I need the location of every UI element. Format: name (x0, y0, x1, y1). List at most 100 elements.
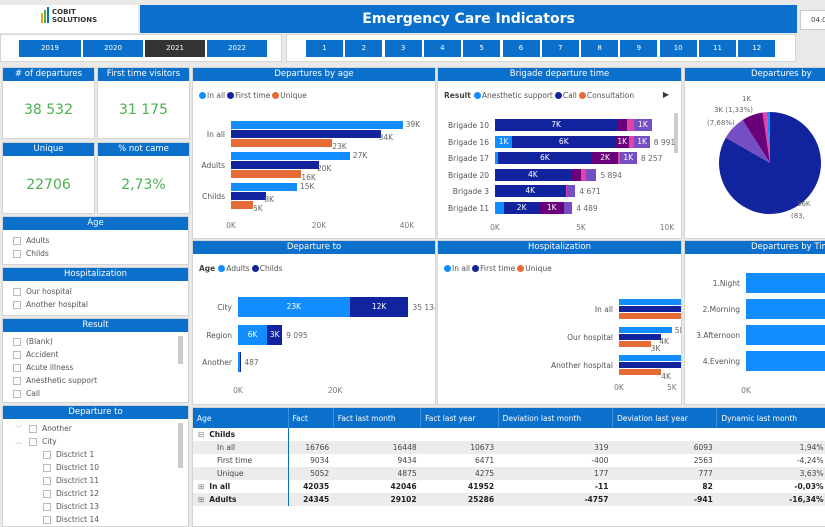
slicer-item[interactable]: Adults (3, 234, 188, 247)
bar-segment[interactable]: 6K (238, 325, 267, 345)
legend-item[interactable]: First time (472, 264, 515, 273)
bar-segment[interactable]: 6K (512, 136, 615, 148)
bar[interactable] (231, 152, 350, 160)
checkbox[interactable] (13, 338, 21, 346)
legend-item[interactable]: Unique (272, 91, 306, 100)
slicer-item[interactable]: Anesthetic support (3, 374, 188, 387)
bar-segment[interactable]: 2K (592, 152, 618, 164)
legend-item[interactable]: Unique (517, 264, 551, 273)
bar-segment[interactable] (627, 119, 634, 131)
slicer-item[interactable]: Accident (3, 348, 188, 361)
year-button-2022[interactable]: 2022 (207, 40, 267, 57)
month-button-3[interactable]: 3 (385, 40, 422, 57)
checkbox[interactable] (43, 464, 51, 472)
month-button-11[interactable]: 11 (699, 40, 736, 57)
year-button-2019[interactable]: 2019 (19, 40, 81, 57)
bar[interactable] (619, 313, 682, 319)
bar-segment[interactable]: 1K (615, 136, 629, 148)
bar[interactable] (231, 161, 319, 169)
legend-item[interactable]: Childs (252, 264, 283, 273)
chevron-down-icon[interactable]: ﹀ (15, 422, 29, 435)
scrollbar[interactable] (178, 336, 183, 364)
chevron-up-icon[interactable]: ︿ (15, 435, 29, 448)
slicer-item[interactable]: Disctrict 10 (3, 461, 188, 474)
slicer-item[interactable]: Another hospital (3, 298, 188, 311)
month-button-10[interactable]: 10 (660, 40, 697, 57)
legend-item[interactable]: Anesthetic support (474, 91, 553, 100)
bar[interactable] (619, 306, 682, 312)
bar-segment[interactable] (564, 202, 572, 214)
slicer-item[interactable]: Disctrict 11 (3, 474, 188, 487)
bar-segment[interactable]: 2K (504, 202, 540, 214)
expand-toggle-icon[interactable]: ⊞ (198, 495, 204, 504)
bar[interactable] (619, 362, 682, 368)
scrollbar[interactable] (674, 113, 678, 153)
bar[interactable] (231, 170, 301, 178)
bar[interactable] (746, 325, 825, 345)
legend-item[interactable]: In all (444, 264, 470, 273)
bar-segment[interactable]: 7K (495, 119, 617, 131)
slicer-item[interactable]: (Blank) (3, 335, 188, 348)
legend-item[interactable]: Call (555, 91, 577, 100)
column-header[interactable]: Age (193, 408, 288, 428)
month-button-8[interactable]: 8 (581, 40, 618, 57)
bar[interactable] (746, 351, 825, 371)
slicer-item[interactable]: Our hospital (3, 285, 188, 298)
bar[interactable] (231, 130, 381, 138)
slicer-item[interactable]: ﹀Another (3, 422, 188, 435)
bar-segment[interactable]: 1K (540, 202, 564, 214)
slicer-item[interactable]: Disctrict 1 (3, 448, 188, 461)
bar-segment[interactable]: 4K (495, 169, 571, 181)
expand-toggle-icon[interactable]: ⊞ (198, 482, 204, 491)
bar[interactable] (231, 201, 253, 209)
slicer-item[interactable]: Disctrict 13 (3, 500, 188, 513)
bar[interactable] (746, 273, 825, 293)
year-button-2020[interactable]: 2020 (83, 40, 143, 57)
bar[interactable] (619, 341, 651, 347)
legend-next-arrow-icon[interactable]: ▶ (663, 90, 669, 99)
month-button-6[interactable]: 6 (503, 40, 540, 57)
legend-item[interactable]: In all (199, 91, 225, 100)
checkbox[interactable] (13, 250, 21, 258)
bar-segment[interactable]: 4K (495, 185, 566, 197)
bar[interactable] (746, 299, 825, 319)
checkbox[interactable] (13, 301, 21, 309)
column-header[interactable]: Fact last month (333, 408, 420, 428)
checkbox[interactable] (13, 364, 21, 372)
legend-item[interactable]: First time (227, 91, 270, 100)
column-header[interactable]: Deviation last year (612, 408, 716, 428)
slicer-item[interactable]: ︿City (3, 435, 188, 448)
bar-segment[interactable]: 1K (634, 136, 649, 148)
month-button-2[interactable]: 2 (345, 40, 382, 57)
checkbox[interactable] (43, 503, 51, 511)
bar-segment[interactable] (567, 185, 575, 197)
year-button-2021[interactable]: 2021 (145, 40, 205, 57)
bar-segment[interactable]: 1K (620, 152, 637, 164)
checkbox[interactable] (29, 438, 37, 446)
bar[interactable] (619, 334, 661, 340)
bar-segment[interactable]: 1K (634, 119, 651, 131)
bar-segment[interactable] (586, 169, 596, 181)
checkbox[interactable] (43, 490, 51, 498)
month-button-9[interactable]: 9 (620, 40, 657, 57)
checkbox[interactable] (43, 477, 51, 485)
slicer-item[interactable]: Call (3, 387, 188, 400)
bar[interactable] (231, 183, 297, 191)
checkbox[interactable] (13, 237, 21, 245)
bar[interactable] (231, 192, 266, 200)
month-button-4[interactable]: 4 (424, 40, 461, 57)
bar-segment[interactable]: 12K (350, 297, 409, 317)
date-filter[interactable]: 04.0 (800, 10, 825, 30)
checkbox[interactable] (29, 425, 37, 433)
slicer-item[interactable]: Childs (3, 247, 188, 260)
legend-item[interactable]: Consultation (579, 91, 634, 100)
bar-segment[interactable] (571, 169, 581, 181)
checkbox[interactable] (43, 516, 51, 524)
bar[interactable] (619, 369, 661, 375)
bar-segment[interactable]: 6K (498, 152, 593, 164)
legend-item[interactable]: Adults (218, 264, 249, 273)
slicer-item[interactable]: Disctrict 12 (3, 487, 188, 500)
column-header[interactable]: Dynamic last month (717, 408, 825, 428)
checkbox[interactable] (13, 377, 21, 385)
bar[interactable] (231, 139, 332, 147)
